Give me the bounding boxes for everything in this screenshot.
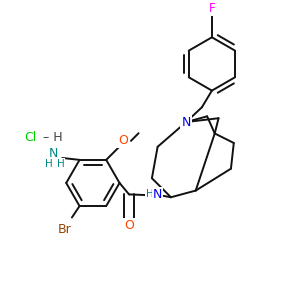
Text: N: N xyxy=(182,116,191,128)
Text: O: O xyxy=(118,134,128,147)
Text: – H: – H xyxy=(44,131,63,144)
Text: H: H xyxy=(146,189,154,200)
Text: Cl: Cl xyxy=(24,131,37,144)
Text: N: N xyxy=(49,147,58,160)
Text: H: H xyxy=(45,159,53,169)
Text: Br: Br xyxy=(57,224,71,236)
Text: H: H xyxy=(57,159,64,169)
Text: O: O xyxy=(124,219,134,232)
Text: F: F xyxy=(208,2,215,15)
Text: N: N xyxy=(153,188,162,201)
